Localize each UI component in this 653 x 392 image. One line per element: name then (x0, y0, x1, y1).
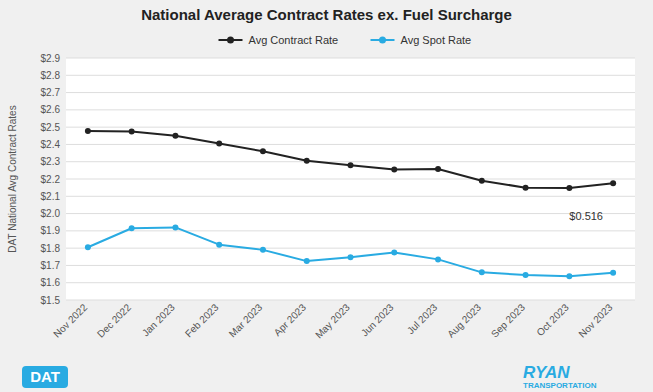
grid-line (66, 109, 635, 110)
series-marker (260, 148, 266, 154)
series-marker (216, 141, 222, 147)
grid-line (66, 230, 635, 231)
grid-line (66, 196, 635, 197)
y-tick-label: $2.9 (41, 53, 61, 64)
series-marker (172, 224, 178, 230)
data-layer (85, 128, 616, 279)
series-marker (435, 166, 441, 172)
background (0, 0, 653, 392)
series-marker (304, 258, 310, 264)
series-marker (566, 273, 572, 279)
logo-text: TRANSPORTATION (523, 381, 597, 390)
x-tick-label: Sep 2023 (489, 301, 527, 339)
y-tick-label: $2.7 (41, 87, 61, 98)
series-marker (566, 185, 572, 191)
series-marker (479, 178, 485, 184)
y-tick-label: $1.6 (41, 277, 61, 288)
grid-line (66, 213, 635, 214)
grid-line (66, 92, 635, 93)
y-tick-label: $2.3 (41, 156, 61, 167)
series-marker (348, 162, 354, 168)
series-marker (85, 128, 91, 134)
grid-line (66, 282, 635, 283)
x-tick-label: Jul 2023 (405, 301, 440, 336)
x-tick-label: Jun 2023 (359, 301, 396, 338)
series-line (88, 227, 613, 276)
x-tick-label: Dec 2022 (95, 301, 133, 339)
series-marker (129, 225, 135, 231)
y-tick-label: $1.7 (41, 260, 61, 271)
x-tick-label: Feb 2023 (183, 301, 221, 339)
x-tick-label: Aug 2023 (445, 301, 483, 339)
series-marker (610, 180, 616, 186)
x-tick-label: Nov 2023 (576, 301, 614, 339)
grid-line (66, 265, 635, 266)
y-tick-label: $2.0 (41, 208, 61, 219)
x-tick-label: Oct 2023 (534, 301, 571, 338)
series-line (88, 131, 613, 188)
legend-marker (379, 37, 386, 44)
x-tick-label: Nov 2022 (51, 301, 89, 339)
x-tick-label: Mar 2023 (227, 301, 265, 339)
plot-area (66, 58, 635, 300)
legend-label: Avg Spot Rate (401, 34, 472, 46)
grid-line (66, 161, 635, 162)
y-axis-label: DAT National Avg Contract Rates (7, 105, 18, 252)
y-tick-label: $2.5 (41, 122, 61, 133)
series-marker (129, 128, 135, 134)
legend-marker (227, 37, 234, 44)
series-marker (172, 133, 178, 139)
x-tick-label: Apr 2023 (272, 301, 309, 338)
series-marker (85, 244, 91, 250)
y-tick-label: $2.1 (41, 191, 61, 202)
title: National Average Contract Rates ex. Fuel… (141, 6, 512, 23)
series-marker (523, 272, 529, 278)
grid-line (66, 300, 635, 301)
series-marker (348, 254, 354, 260)
series-marker (391, 249, 397, 255)
y-tick-label: $1.5 (41, 295, 61, 306)
logo-text: RYAN (523, 363, 570, 382)
grid-line (66, 127, 635, 128)
x-tick-label: May 2023 (313, 301, 352, 340)
series-marker (391, 166, 397, 172)
y-tick-label: $2.8 (41, 70, 61, 81)
grid-line (66, 179, 635, 180)
y-tick-label: $2.6 (41, 104, 61, 115)
grid-line (66, 75, 635, 76)
grid-line (66, 248, 635, 249)
series-marker (523, 185, 529, 191)
legend: Avg Contract Rate Avg Spot Rate (219, 34, 472, 46)
y-tick-label: $1.9 (41, 225, 61, 236)
y-tick-label: $2.2 (41, 174, 61, 185)
grid-line (66, 58, 635, 59)
logo-text: DAT (30, 368, 60, 385)
logo-box (22, 366, 68, 388)
annotation: $0.516 (569, 210, 603, 222)
series-marker (435, 256, 441, 262)
legend-label: Avg Contract Rate (249, 34, 339, 46)
series-marker (304, 158, 310, 164)
y-tick-label: $2.4 (41, 139, 61, 150)
grid-line (66, 144, 635, 145)
series-marker (216, 242, 222, 248)
series-marker (260, 247, 266, 253)
chart: $1.5 $1.6 $1.7 $1.8 $1.9 $2.0 $2.1 $2.2 $2.3 $2.4… (0, 0, 653, 392)
series-marker (479, 269, 485, 275)
x-tick-label: Jan 2023 (140, 301, 177, 338)
y-tick-label: $1.8 (41, 243, 61, 254)
series-marker (610, 270, 616, 276)
